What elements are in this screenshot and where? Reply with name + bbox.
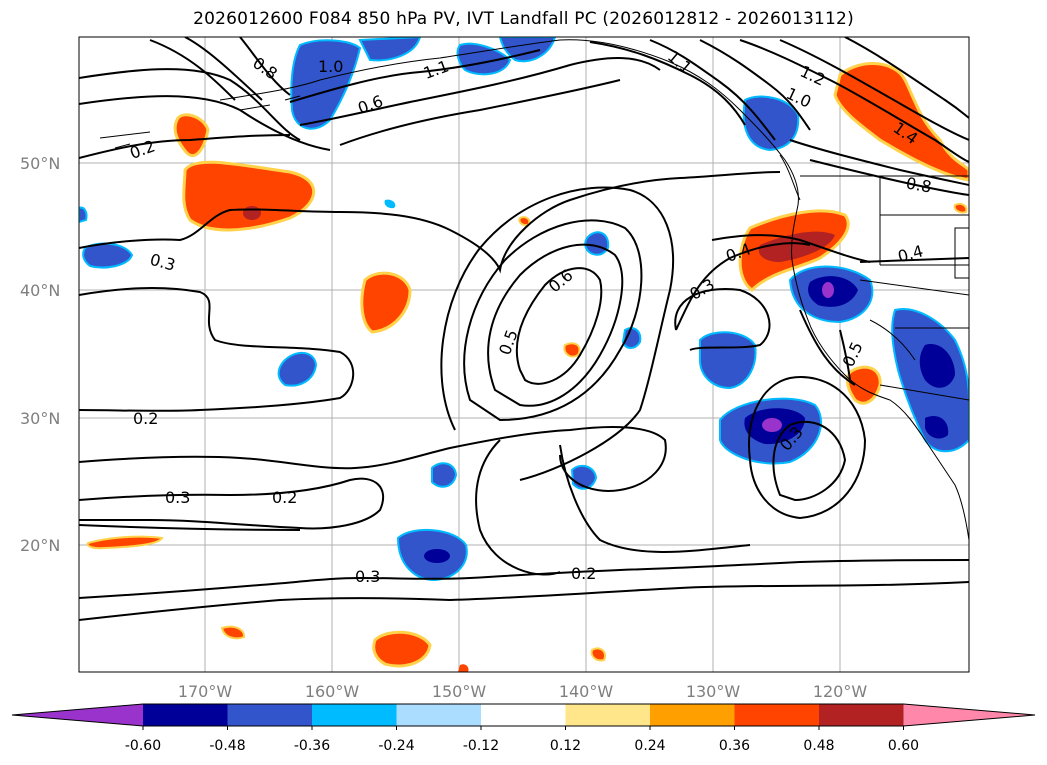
map-title: 2026012600 F084 850 hPa PV, IVT Landfall… <box>193 9 854 29</box>
coastlines <box>99 39 969 541</box>
colorbar-tick-label: 0.36 <box>719 738 750 754</box>
contour-label: 1.0 <box>318 57 343 76</box>
negative-ivt-regions <box>79 37 969 582</box>
pv-contours <box>79 37 969 621</box>
colorbar-tick-label: -0.24 <box>378 738 414 754</box>
colorbar-extension-high <box>903 704 1035 726</box>
colorbar-tick-label: 0.60 <box>888 738 919 754</box>
contour-label: 0.2 <box>571 564 596 583</box>
colorbar-segment <box>565 704 651 726</box>
colorbar-tick-label: -0.36 <box>294 738 330 754</box>
lon-label: 130°W <box>686 682 741 701</box>
colorbar-extension-low <box>12 704 143 726</box>
lat-label: 50°N <box>20 154 60 173</box>
colorbar-tick-label: -0.48 <box>209 738 245 754</box>
colorbar-tick-label: -0.60 <box>125 738 161 754</box>
latitude-labels: 50°N 40°N 30°N 20°N <box>20 154 60 555</box>
colorbar-tick-label: 0.12 <box>550 738 581 754</box>
colorbar-segment <box>143 704 228 726</box>
colorbar-segment <box>650 704 735 726</box>
colorbar-segment <box>312 704 397 726</box>
positive-region-central-pacific <box>182 160 316 232</box>
map-frame <box>78 36 970 673</box>
positive-region-mid <box>360 271 412 334</box>
colorbar-tick-label: -0.12 <box>463 738 499 754</box>
colorbar-segment <box>819 704 904 726</box>
lat-label: 40°N <box>20 281 60 300</box>
colorbar-segment <box>734 704 820 726</box>
contour-label: 0.8 <box>905 173 933 196</box>
colorbar-tick-label: 0.24 <box>634 738 665 754</box>
contour-label: 0.3 <box>165 488 190 507</box>
colorbar-tick-label: 0.48 <box>803 738 834 754</box>
contour-label: 0.2 <box>133 409 158 428</box>
contour-label: 0.2 <box>272 488 297 507</box>
colorbar-segment <box>227 704 313 726</box>
lon-label: 170°W <box>178 682 233 701</box>
lon-label: 120°W <box>813 682 868 701</box>
lon-label: 140°W <box>559 682 614 701</box>
lat-label: 30°N <box>20 409 60 428</box>
lon-label: 150°W <box>432 682 487 701</box>
colorbar-segment <box>481 704 566 726</box>
lat-label: 20°N <box>20 536 60 555</box>
longitude-labels: 170°W 160°W 150°W 140°W 130°W 120°W <box>178 682 868 701</box>
lon-label: 160°W <box>305 682 360 701</box>
contour-label: 0.3 <box>355 567 380 586</box>
map-background <box>79 37 969 672</box>
colorbar: -0.60 -0.48 -0.36 -0.24 -0.12 0.12 0.24 0.36 0.4… <box>11 703 1036 754</box>
colorbar-segment <box>396 704 482 726</box>
